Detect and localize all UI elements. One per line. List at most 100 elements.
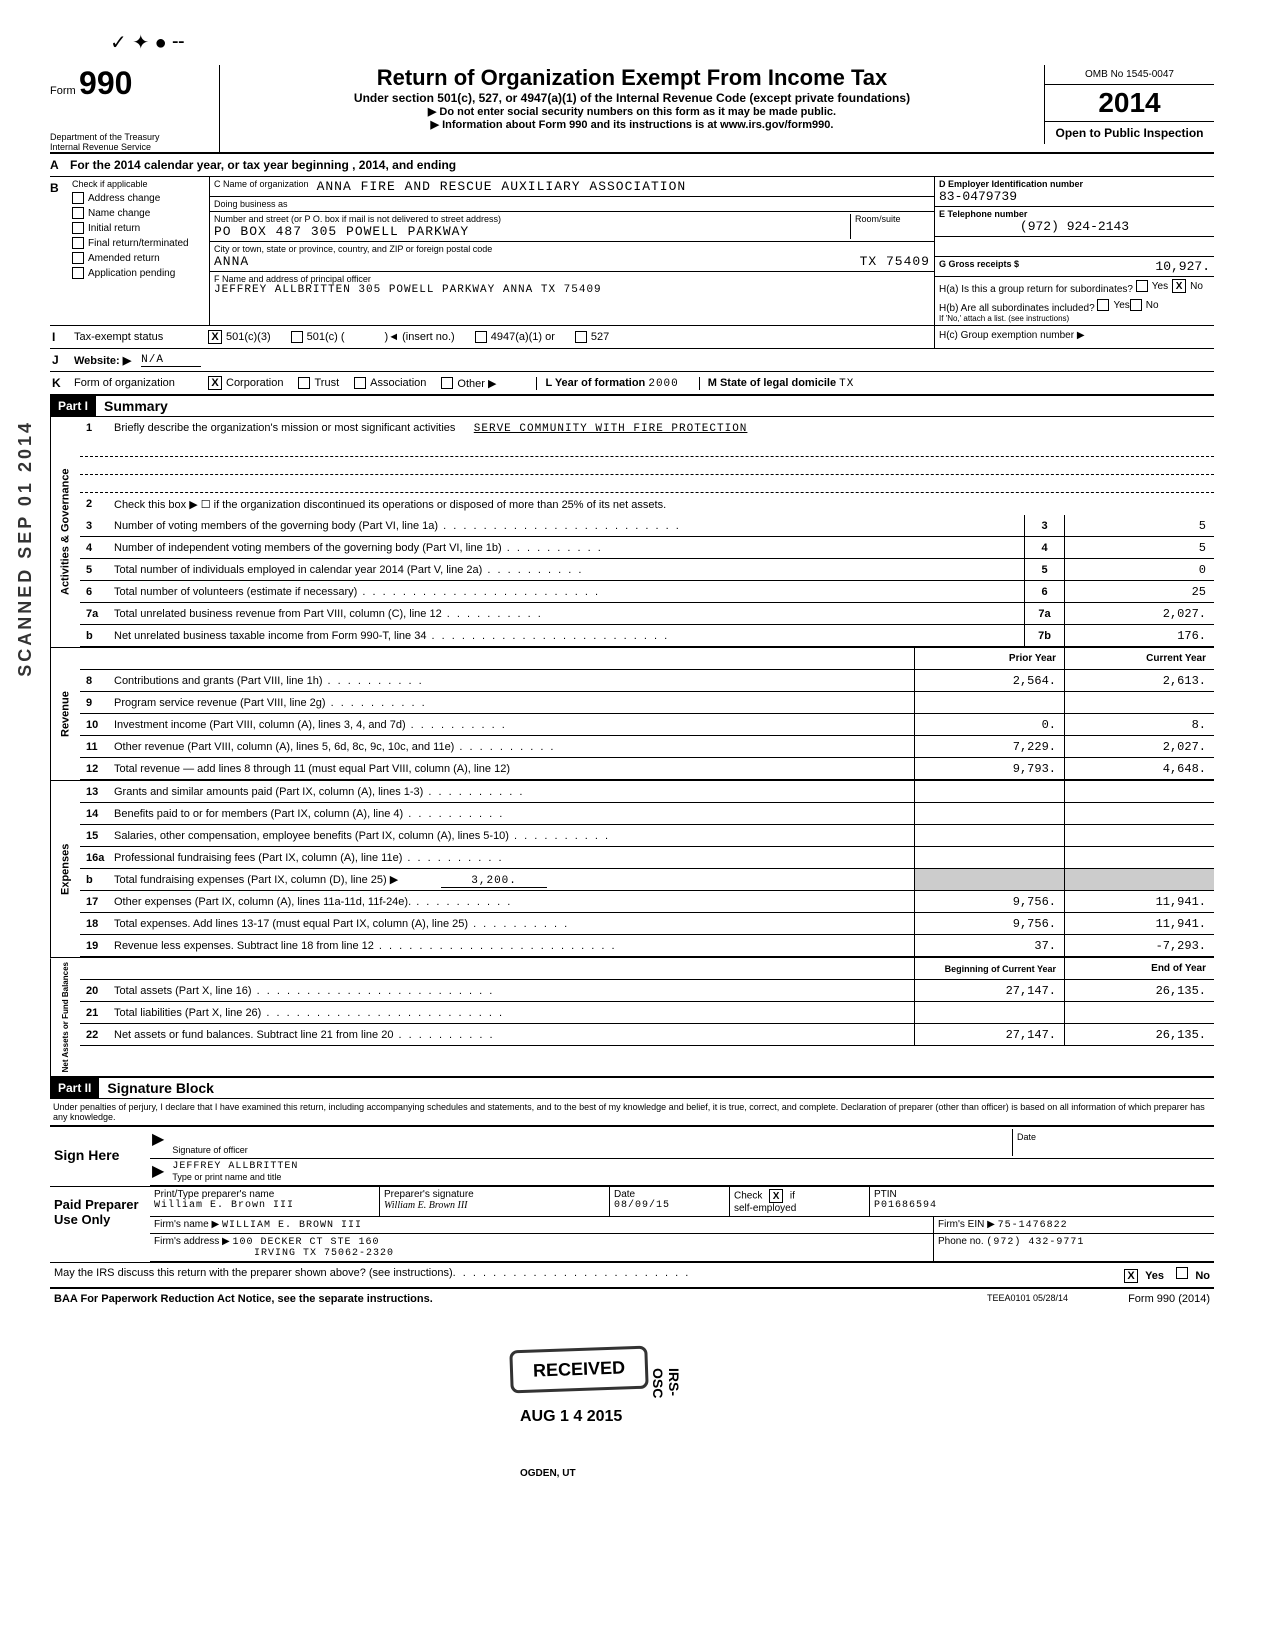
cb-initial[interactable] [72,222,84,234]
top-marks: ✓ ✦ ● ╌ [110,30,1214,55]
cb-self-employed[interactable]: X [769,1189,783,1203]
part2-label: Part II [50,1078,99,1098]
cb-other[interactable] [441,377,453,389]
open-inspection: Open to Public Inspection [1045,122,1214,144]
part1-title: Summary [104,398,168,414]
prep-name: William E. Brown III [154,1200,375,1211]
part2-header-row: Part II Signature Block [50,1076,1214,1098]
b22: 27,147. [914,1024,1064,1045]
cb-label: Final return/terminated [88,238,189,249]
current-year-header: Current Year [1064,648,1214,669]
governance-section: Activities & Governance 1 Briefly descri… [50,416,1214,647]
preparer-section: Paid Preparer Use Only Print/Type prepar… [50,1186,1214,1262]
header-left: Form 990 Department of the Treasury Inte… [50,65,220,152]
v7b: 176. [1064,625,1214,646]
addr-label: Number and street (or P O. box if mail i… [214,214,842,224]
d-ein-label: D Employer Identification number [939,179,1210,189]
arrow-icon: ▶ [152,1129,164,1156]
sign-section: Sign Here ▶ Signature of officer Date ▶ … [50,1125,1214,1186]
mission-text: SERVE COMMUNITY WITH FIRE PROTECTION [474,423,748,435]
discuss-no[interactable] [1176,1267,1188,1279]
cb-trust[interactable] [298,377,310,389]
prep-name-header: Print/Type preparer's name [154,1189,375,1200]
v7a: 2,027. [1064,603,1214,624]
c9 [1064,692,1214,713]
c10: 8. [1064,714,1214,735]
date-label: Date [1017,1132,1036,1142]
form-word: Form [50,85,76,97]
firm-city: IRVING TX 75062-2320 [254,1248,929,1259]
section-b: B Check if applicable Address change Nam… [50,176,1214,325]
name-title-label: Type or print name and title [172,1172,281,1182]
hb-no[interactable] [1130,299,1142,311]
p18: 9,756. [914,913,1064,934]
footer-form: Form 990 (2014) [1128,1293,1210,1305]
h-b-row: H(b) Are all subordinates included? Yes … [935,297,1214,325]
omb-number: OMB No 1545-0047 [1045,65,1214,85]
prep-signature: William E. Brown III [384,1200,605,1211]
c18: 11,941. [1064,913,1214,934]
firm-phone: (972) 432-9771 [986,1237,1084,1248]
stamp-date: AUG 1 4 2015 [520,1408,622,1426]
footer: BAA For Paperwork Reduction Act Notice, … [50,1287,1214,1309]
check-header: Check if applicable [72,179,207,189]
checkbox-column: Check if applicable Address change Name … [70,177,210,325]
ptin-header: PTIN [874,1189,1210,1200]
firm-name-label: Firm's name [154,1219,209,1230]
cb-pending[interactable] [72,267,84,279]
prior-year-header: Prior Year [914,648,1064,669]
dept-treasury: Department of the Treasury [50,132,209,142]
stamp-ogden: OGDEN, UT [520,1468,576,1479]
cb-527[interactable] [575,331,587,343]
expenses-section: Expenses 13Grants and similar amounts pa… [50,780,1214,957]
l16b-val: 3,200. [441,875,547,888]
discuss-row: May the IRS discuss this return with the… [50,1262,1214,1287]
city-label: City or town, state or province, country… [214,244,922,254]
label-i: I [50,326,70,348]
c-name-label: C Name of organization [214,179,309,194]
ha-no[interactable]: X [1172,279,1186,293]
prep-sig-header: Preparer's signature [384,1189,605,1200]
form-header: Form 990 Department of the Treasury Inte… [50,65,1214,152]
l1-text: Briefly describe the organization's miss… [114,422,455,434]
c19: -7,293. [1064,935,1214,956]
cb-corp[interactable]: X [208,376,222,390]
discuss-yes[interactable]: X [1124,1269,1138,1283]
cb-label: Application pending [88,268,175,279]
form-subtitle: Under section 501(c), 527, or 4947(a)(1)… [230,91,1034,105]
discuss-text: May the IRS discuss this return with the… [54,1267,453,1283]
form-note1: ▶ Do not enter social security numbers o… [230,105,1034,118]
hb-yes[interactable] [1097,299,1109,311]
line-1: 1 [80,422,110,434]
phone-value: (972) 924-2143 [939,219,1210,234]
g-gross-label: G Gross receipts $ [939,259,1019,274]
cb-label: Initial return [88,223,140,234]
year-formation: 2000 [648,378,678,390]
prep-date: 08/09/15 [614,1200,725,1211]
cb-501c[interactable] [291,331,303,343]
e-phone-label: E Telephone number [939,209,1210,219]
cb-4947[interactable] [475,331,487,343]
row-j: J Website: ▶ N/A [50,348,1214,371]
c17: 11,941. [1064,891,1214,912]
sign-here-label: Sign Here [50,1127,150,1186]
form-number: 990 [79,65,132,101]
cb-assoc[interactable] [354,377,366,389]
cb-name[interactable] [72,207,84,219]
h-a-row: H(a) Is this a group return for subordin… [935,277,1214,297]
begin-header: Beginning of Current Year [914,958,1064,979]
part1-label: Part I [50,396,96,416]
cb-final[interactable] [72,237,84,249]
firm-address: 100 DECKER CT STE 160 [233,1237,380,1248]
baa-notice: BAA For Paperwork Reduction Act Notice, … [54,1293,433,1305]
org-state-zip: TX 75409 [860,254,930,269]
ha-yes[interactable] [1136,280,1148,292]
expenses-side-label: Expenses [50,781,80,957]
e22: 26,135. [1064,1024,1214,1045]
cb-501c3[interactable]: X [208,330,222,344]
v5: 0 [1064,559,1214,580]
cb-amended[interactable] [72,252,84,264]
c8: 2,613. [1064,670,1214,691]
cb-address[interactable] [72,192,84,204]
line-2: 2 [80,498,110,510]
